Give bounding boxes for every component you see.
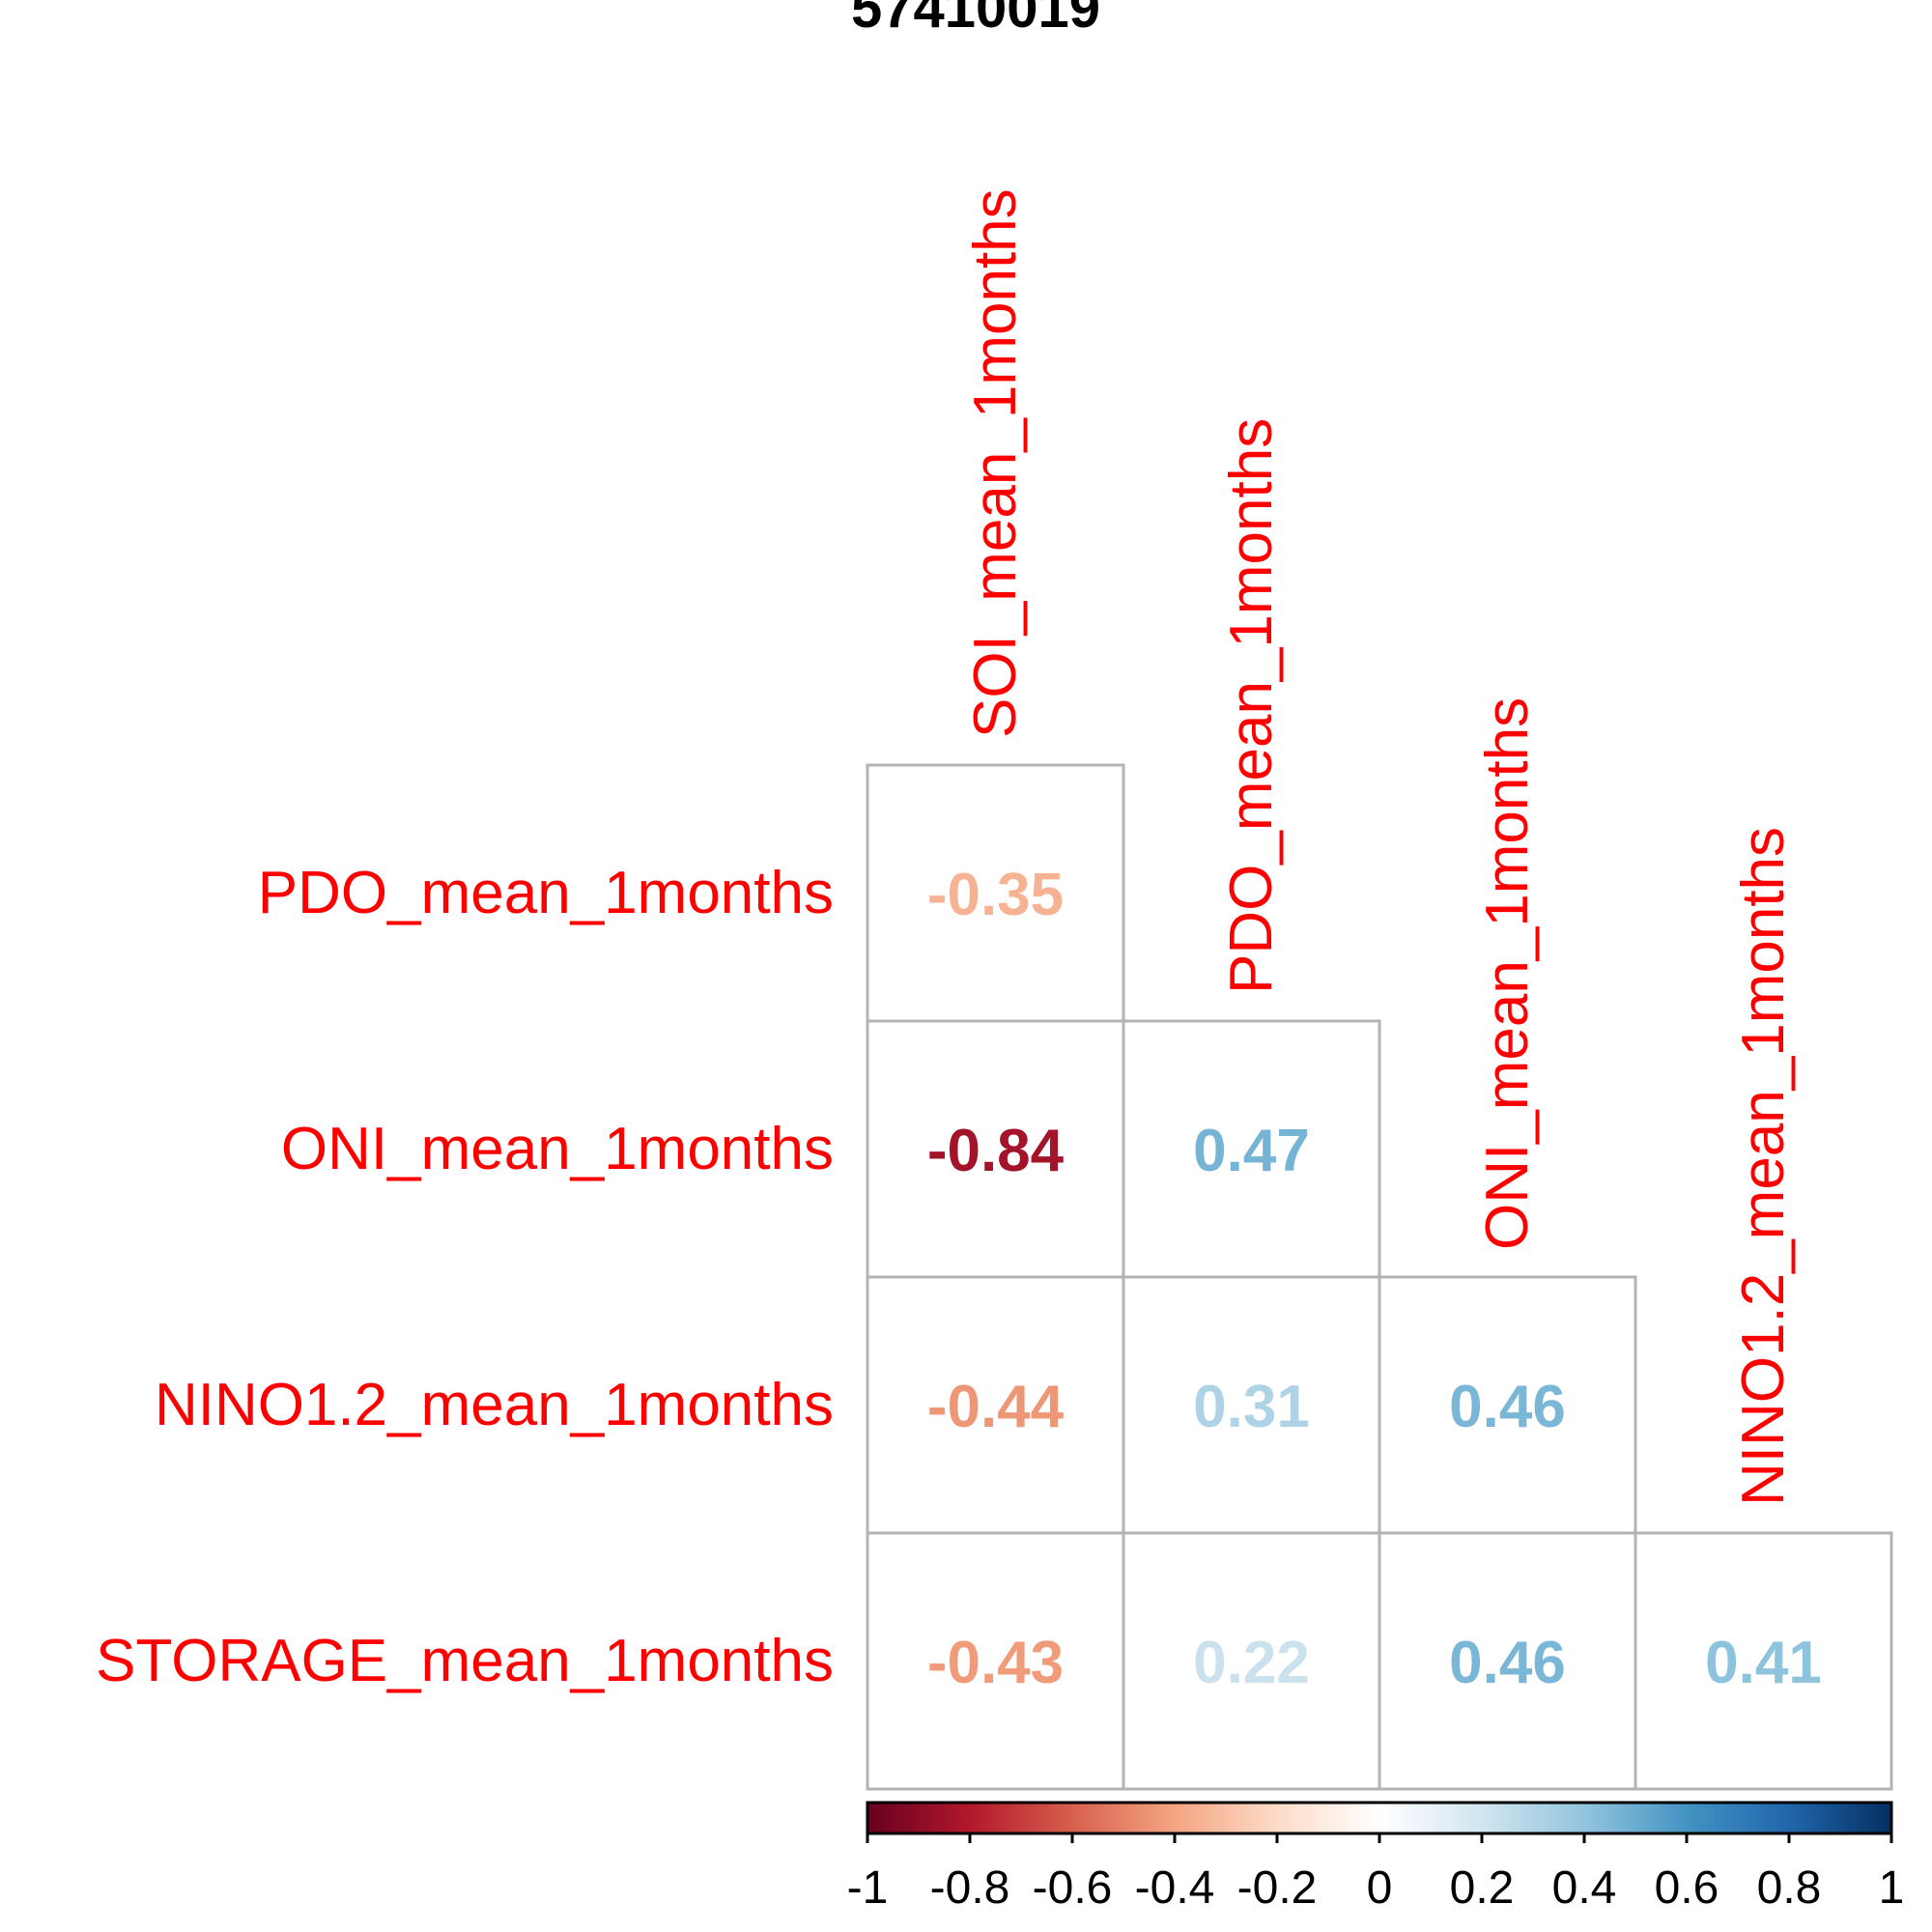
cell-border bbox=[1634, 1531, 1893, 1791]
colorbar-tick-label: 0.8 bbox=[1757, 1862, 1822, 1914]
colorbar-ticks: -1 -0.8 -0.6 -0.4 -0.2 0 0.2 0.4 0.6 0.8 1 bbox=[847, 1833, 1905, 1914]
cell-pdo-mean-1months-soi-mean-1months: -0.35 bbox=[866, 763, 1125, 1023]
cell-border bbox=[1378, 1531, 1637, 1791]
colorbar-tick-label: -1 bbox=[847, 1862, 889, 1914]
row-labels: PDO_mean_1months ONI_mean_1months NINO1.2_… bbox=[96, 860, 834, 1694]
cell-border bbox=[1122, 1019, 1381, 1279]
row-label-oni-mean-1months: ONI_mean_1months bbox=[281, 1116, 834, 1182]
cell-storage-mean-1months-soi-mean-1months: -0.43 bbox=[866, 1531, 1125, 1791]
cell-value: 0.46 bbox=[1449, 1630, 1566, 1696]
cell-value: -0.84 bbox=[927, 1118, 1065, 1184]
colorbar-gradient bbox=[866, 1801, 1893, 1835]
cell-border bbox=[866, 1275, 1125, 1535]
cell-value: 0.22 bbox=[1193, 1630, 1310, 1696]
column-label-soi-mean-1months: SOI_mean_1months bbox=[962, 188, 1029, 738]
column-label-nino1-2-mean-1months: NINO1.2_mean_1months bbox=[1730, 827, 1797, 1506]
colorbar: -1 -0.8 -0.6 -0.4 -0.2 0 0.2 0.4 0.6 0.8 1 bbox=[847, 1801, 1905, 1914]
colorbar-tick-label: 0 bbox=[1367, 1862, 1393, 1914]
column-label-oni-mean-1months: ONI_mean_1months bbox=[1474, 697, 1541, 1250]
cell-border bbox=[866, 1531, 1125, 1791]
cell-value: -0.43 bbox=[927, 1630, 1064, 1696]
colorbar-tick-label: -0.2 bbox=[1237, 1862, 1318, 1914]
cell-nino1-2-mean-1months-soi-mean-1months: -0.44 bbox=[866, 1275, 1125, 1535]
cell-value: 0.47 bbox=[1193, 1118, 1310, 1184]
colorbar-tick-label: 0.4 bbox=[1552, 1862, 1617, 1914]
cell-border bbox=[866, 763, 1125, 1023]
cell-storage-mean-1months-pdo-mean-1months: 0.22 bbox=[1122, 1531, 1381, 1791]
cell-storage-mean-1months-nino1-2-mean-1months: 0.41 bbox=[1634, 1531, 1893, 1791]
row-label-storage-mean-1months: STORAGE_mean_1months bbox=[96, 1628, 834, 1694]
cell-nino1-2-mean-1months-oni-mean-1months: 0.46 bbox=[1378, 1275, 1637, 1535]
cell-value: 0.41 bbox=[1705, 1630, 1822, 1696]
column-label-pdo-mean-1months: PDO_mean_1months bbox=[1218, 418, 1285, 994]
cell-storage-mean-1months-oni-mean-1months: 0.46 bbox=[1378, 1531, 1637, 1791]
cell-value: -0.35 bbox=[927, 862, 1064, 928]
cell-value: 0.31 bbox=[1193, 1374, 1310, 1440]
cell-oni-mean-1months-pdo-mean-1months: 0.47 bbox=[1122, 1019, 1381, 1279]
cell-nino1-2-mean-1months-pdo-mean-1months: 0.31 bbox=[1122, 1275, 1381, 1535]
colorbar-tick-label: 1 bbox=[1879, 1862, 1905, 1914]
row-label-nino1-2-mean-1months: NINO1.2_mean_1months bbox=[155, 1372, 834, 1438]
cell-border bbox=[1378, 1275, 1637, 1535]
row-label-pdo-mean-1months: PDO_mean_1months bbox=[258, 860, 834, 926]
column-labels: SOI_mean_1months PDO_mean_1months ONI_mean… bbox=[962, 188, 1797, 1506]
cell-oni-mean-1months-soi-mean-1months: -0.84 bbox=[866, 1019, 1125, 1279]
colorbar-tick-label: -0.4 bbox=[1135, 1862, 1215, 1914]
chart-title: 57410019 bbox=[851, 0, 1100, 40]
cell-value: -0.44 bbox=[927, 1374, 1065, 1440]
colorbar-tick-label: -0.6 bbox=[1033, 1862, 1113, 1914]
colorbar-tick-label: -0.8 bbox=[930, 1862, 1010, 1914]
colorbar-tick-label: 0.2 bbox=[1450, 1862, 1515, 1914]
correlation-cells: -0.35 -0.84 0.47 -0.44 0.31 0.46 -0.43 0.22 0.46… bbox=[866, 763, 1893, 1791]
cell-value: 0.46 bbox=[1449, 1374, 1566, 1440]
colorbar-tick-label: 0.6 bbox=[1655, 1862, 1719, 1914]
cell-border bbox=[1122, 1531, 1381, 1791]
